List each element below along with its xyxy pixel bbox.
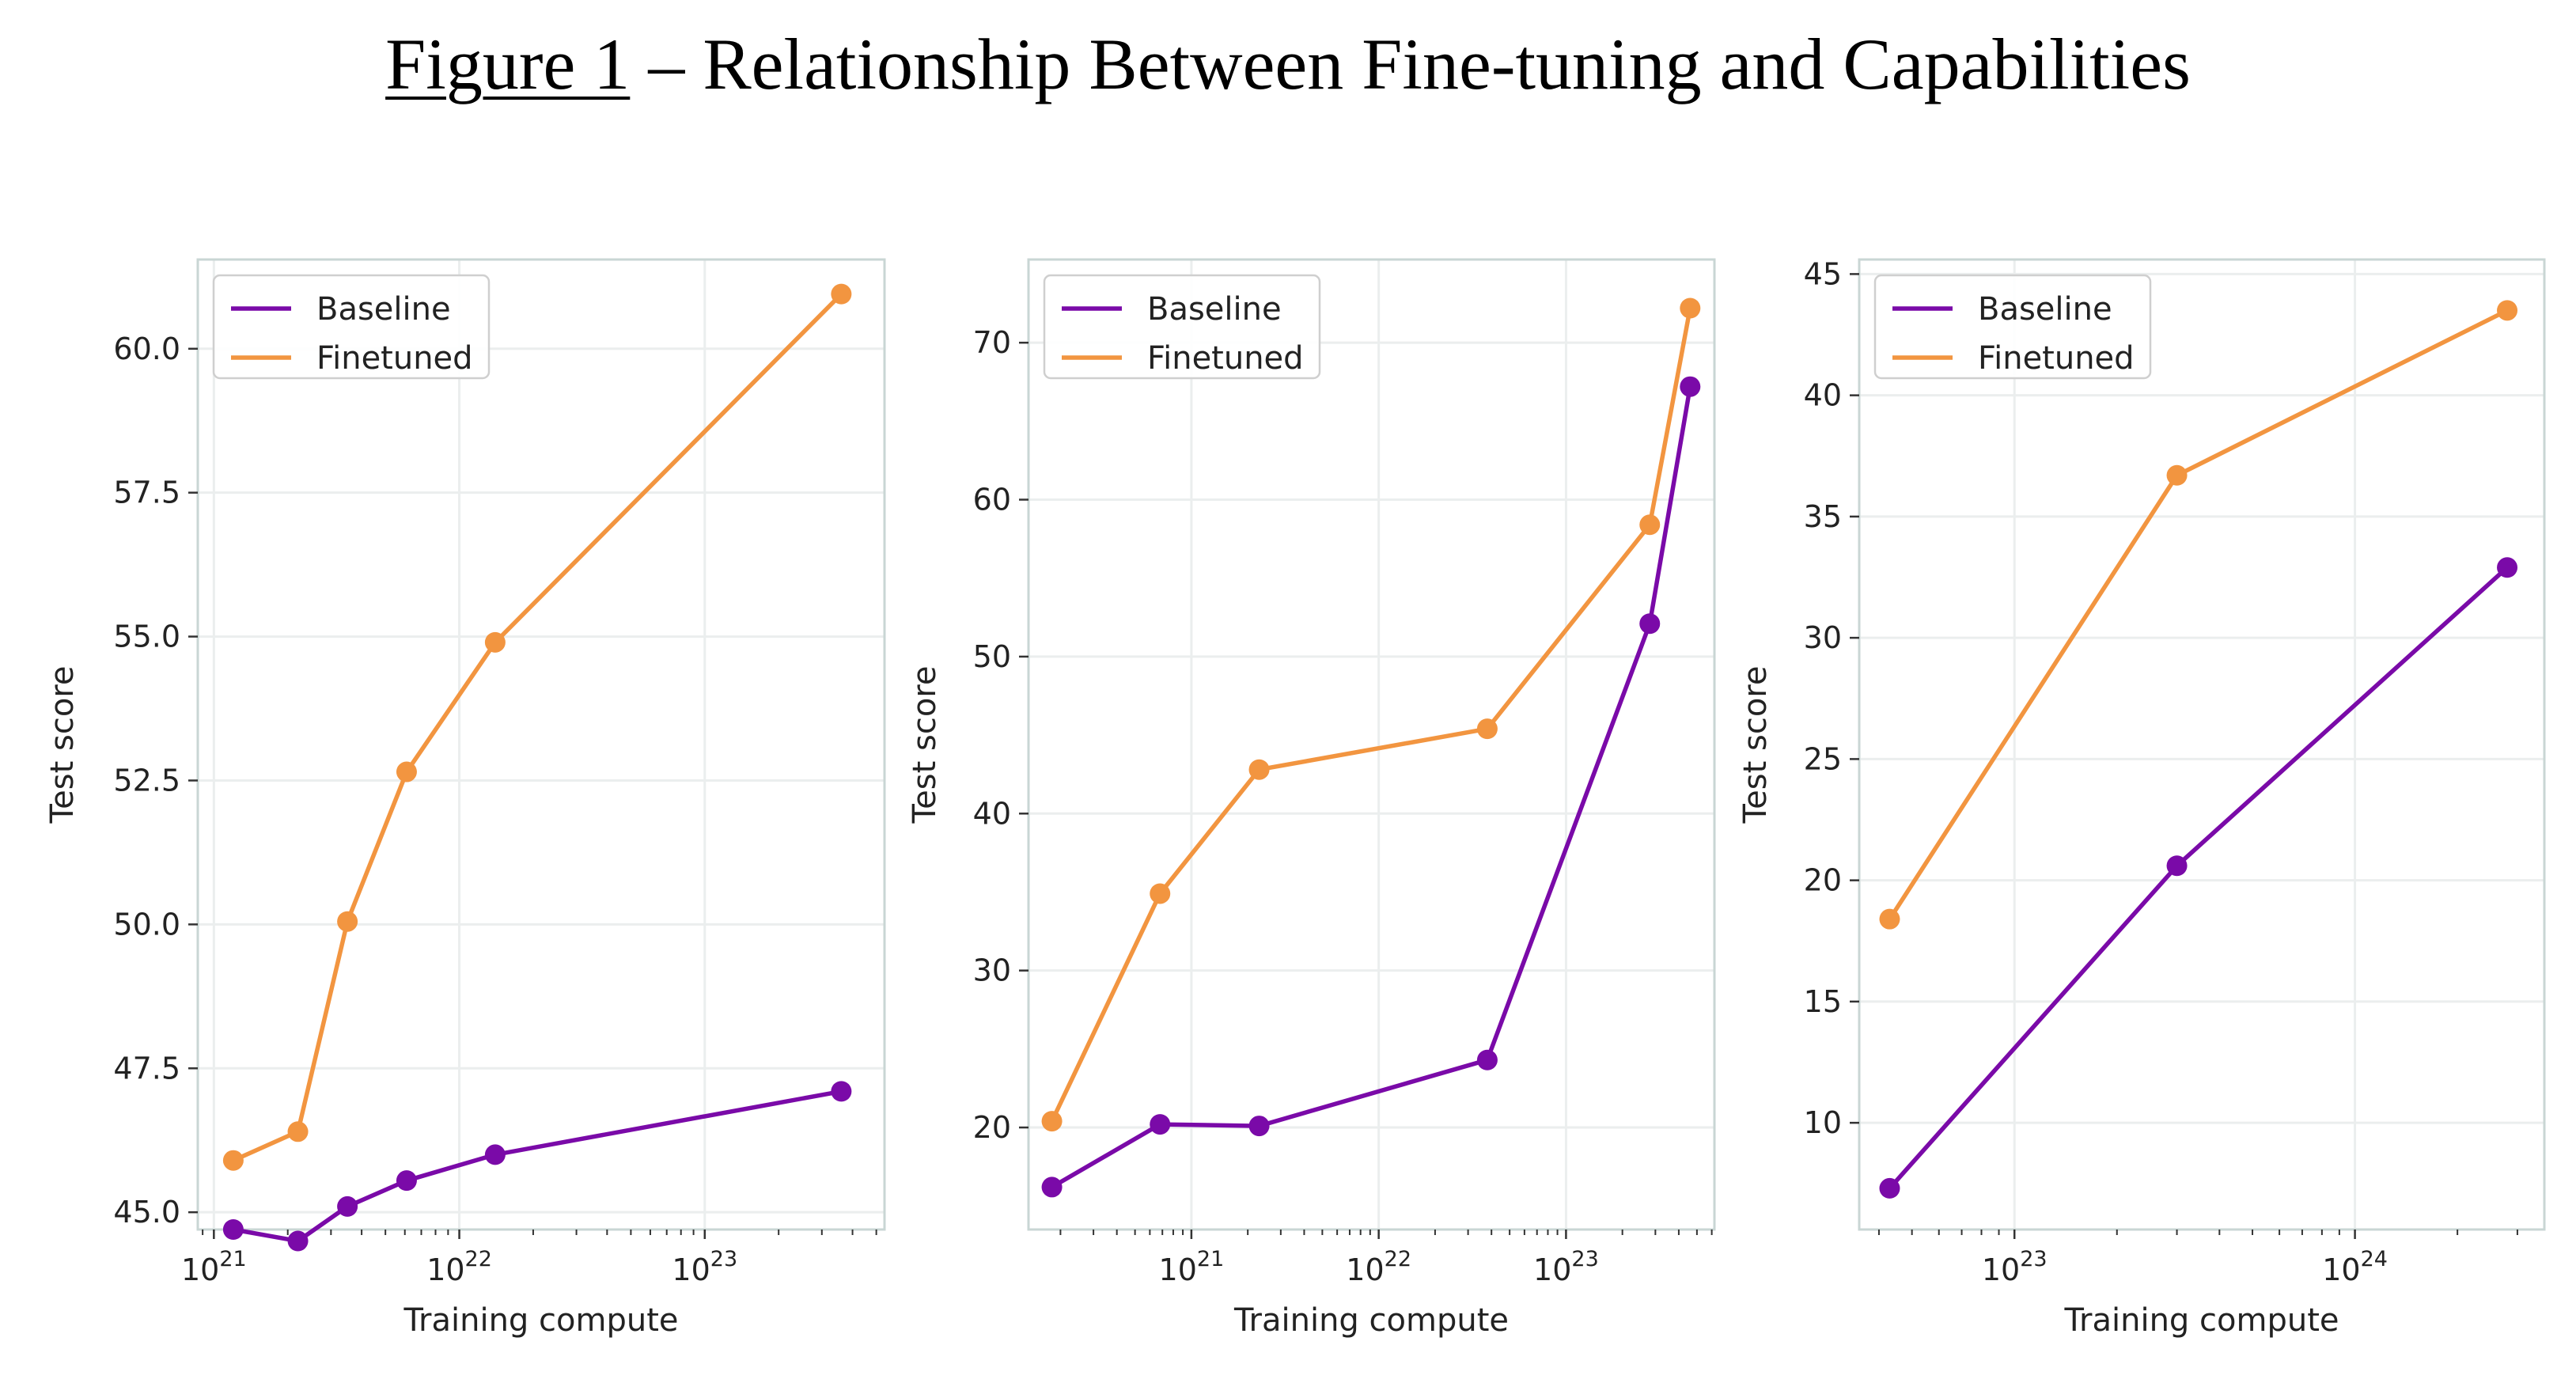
data-point-finetuned bbox=[2497, 300, 2518, 321]
y-tick-label: 25 bbox=[1804, 741, 1842, 776]
data-point-finetuned bbox=[396, 761, 417, 782]
data-point-finetuned bbox=[287, 1121, 309, 1142]
legend: Baseline Finetuned bbox=[1873, 274, 2152, 380]
data-point-baseline bbox=[2497, 557, 2518, 578]
x-axis-label: Training compute bbox=[403, 1302, 678, 1339]
x-tick-label: 1023 bbox=[672, 1247, 737, 1287]
y-tick-label: 30 bbox=[973, 953, 1011, 988]
x-axis-label: Training compute bbox=[1233, 1302, 1509, 1339]
x-tick-label: 1023 bbox=[1533, 1247, 1599, 1287]
x-tick-label: 1024 bbox=[2322, 1247, 2388, 1287]
data-point-baseline bbox=[1639, 613, 1661, 635]
data-point-finetuned bbox=[337, 911, 358, 932]
data-point-baseline bbox=[2166, 855, 2188, 877]
figure-title: Figure 1 – Relationship Between Fine-tun… bbox=[0, 22, 2576, 106]
legend-box bbox=[1873, 274, 2152, 380]
series-line-baseline bbox=[231, 1089, 844, 1244]
y-tick-label: 60.0 bbox=[113, 332, 180, 366]
data-point-baseline bbox=[1041, 1176, 1063, 1198]
plot-frame bbox=[1858, 258, 2546, 1231]
legend-box bbox=[212, 274, 491, 380]
y-tick-label: 50 bbox=[973, 639, 1011, 674]
y-tick-label: 20 bbox=[973, 1110, 1011, 1145]
data-point-finetuned bbox=[1041, 1111, 1063, 1132]
y-tick-label: 47.5 bbox=[113, 1051, 180, 1086]
legend-label-baseline: Baseline bbox=[1978, 291, 2112, 328]
data-point-baseline bbox=[222, 1219, 244, 1240]
data-point-finetuned bbox=[1248, 759, 1270, 780]
y-tick-label: 20 bbox=[1804, 863, 1842, 898]
data-point-baseline bbox=[287, 1230, 309, 1252]
y-tick-label: 60 bbox=[973, 483, 1011, 517]
data-point-baseline bbox=[1150, 1114, 1171, 1135]
y-axis-label: Test score bbox=[44, 666, 81, 824]
plot-frame bbox=[196, 258, 886, 1231]
data-point-baseline bbox=[1476, 1049, 1498, 1070]
data-point-finetuned bbox=[1150, 883, 1171, 904]
y-axis-label: Test score bbox=[907, 666, 943, 824]
y-tick-label: 40 bbox=[973, 796, 1011, 831]
data-point-baseline bbox=[1248, 1116, 1270, 1137]
legend-label-finetuned: Finetuned bbox=[316, 340, 473, 377]
legend-box bbox=[1043, 274, 1321, 380]
chart-1: 45.0 47.5 50.0 52.5 55.0 57.5 60.0 1021 1022 1023… bbox=[44, 258, 886, 1339]
y-tick-label: 57.5 bbox=[113, 476, 180, 510]
y-tick-label: 30 bbox=[1804, 620, 1842, 655]
y-tick-label: 50.0 bbox=[113, 907, 180, 942]
x-tick-label: 1023 bbox=[1982, 1247, 2048, 1287]
data-point-finetuned bbox=[831, 283, 852, 305]
legend: Baseline Finetuned bbox=[1043, 274, 1321, 380]
data-point-baseline bbox=[831, 1081, 852, 1102]
plot-area bbox=[1859, 260, 2544, 1230]
legend-label-baseline: Baseline bbox=[1147, 291, 1282, 328]
chart-2: 20 30 40 50 60 70 1021 1022 1023 Training compute… bbox=[907, 258, 1716, 1339]
data-point-finetuned bbox=[1879, 908, 1900, 930]
plot-area bbox=[1029, 260, 1714, 1230]
y-tick-label: 45.0 bbox=[113, 1195, 180, 1230]
legend: Baseline Finetuned bbox=[212, 274, 491, 380]
plot-area bbox=[198, 260, 885, 1230]
data-point-finetuned bbox=[222, 1150, 244, 1171]
data-point-finetuned bbox=[484, 631, 506, 653]
data-point-baseline bbox=[484, 1144, 506, 1165]
series-line-baseline bbox=[1049, 384, 1693, 1190]
y-tick-label: 70 bbox=[973, 325, 1011, 360]
chart-3: 10 15 20 25 30 35 40 45 1023 1024 Training compute… bbox=[1737, 256, 2546, 1339]
data-point-baseline bbox=[337, 1195, 358, 1217]
data-point-finetuned bbox=[1639, 514, 1661, 536]
y-tick-label: 35 bbox=[1804, 499, 1842, 534]
series-line-finetuned bbox=[231, 291, 844, 1163]
x-tick-label: 1022 bbox=[426, 1247, 492, 1287]
x-tick-label: 1022 bbox=[1346, 1247, 1411, 1287]
data-point-baseline bbox=[1680, 376, 1701, 397]
y-tick-label: 52.5 bbox=[113, 763, 180, 798]
x-tick-label: 1021 bbox=[1159, 1247, 1225, 1287]
data-point-baseline bbox=[1879, 1177, 1900, 1199]
data-point-finetuned bbox=[1476, 718, 1498, 740]
y-tick-label: 40 bbox=[1804, 378, 1842, 413]
figure-number: Figure 1 bbox=[385, 24, 631, 104]
y-tick-label: 15 bbox=[1804, 984, 1842, 1019]
figure-title-text: – Relationship Between Fine-tuning and C… bbox=[630, 24, 2191, 104]
data-point-finetuned bbox=[1680, 297, 1701, 319]
legend-label-baseline: Baseline bbox=[316, 291, 451, 328]
data-point-baseline bbox=[396, 1170, 417, 1192]
y-tick-label: 10 bbox=[1804, 1105, 1842, 1140]
y-axis-label: Test score bbox=[1737, 666, 1774, 824]
plot-frame bbox=[1027, 258, 1716, 1231]
legend-label-finetuned: Finetuned bbox=[1147, 340, 1304, 377]
series-line-finetuned bbox=[1049, 305, 1693, 1123]
data-point-finetuned bbox=[2166, 464, 2188, 486]
y-tick-label: 45 bbox=[1804, 256, 1842, 291]
x-tick-label: 1021 bbox=[181, 1247, 247, 1287]
y-tick-label: 55.0 bbox=[113, 620, 180, 654]
legend-label-finetuned: Finetuned bbox=[1978, 340, 2135, 377]
x-axis-label: Training compute bbox=[2063, 1302, 2339, 1339]
